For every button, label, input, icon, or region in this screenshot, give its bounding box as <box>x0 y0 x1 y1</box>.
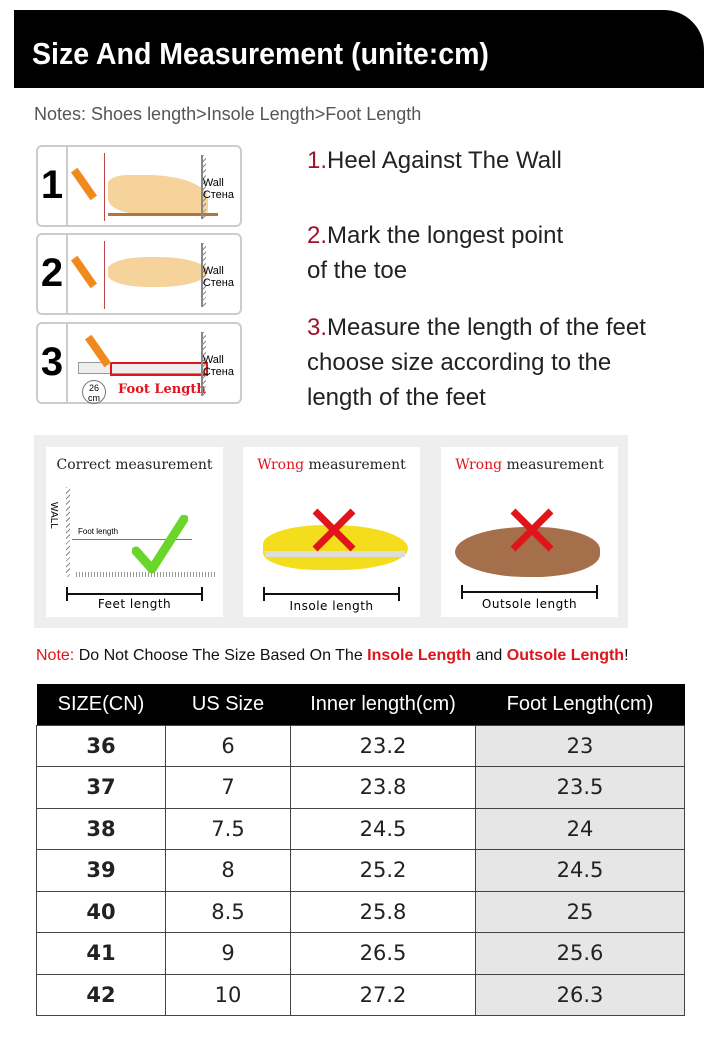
table-cell: 42 <box>36 973 166 1016</box>
table-cell: 9 <box>165 932 291 975</box>
table-row: 41 9 26.5 25.6 <box>36 932 685 975</box>
wall-label: Wall Стена <box>202 265 234 289</box>
table-cell: 25 <box>475 890 685 933</box>
correct-measurement-card: Correct measurement WALL Foot length Fee… <box>46 447 223 617</box>
table-cell: 10 <box>165 973 291 1016</box>
table-header: SIZE(CN) US Size Inner length(cm) Foot L… <box>36 684 685 725</box>
floor <box>108 213 218 216</box>
instruction-1: 1.Heel Against The Wall <box>307 147 562 174</box>
foot-length-label: Foot Length <box>118 382 206 397</box>
wall-hatch <box>201 243 206 307</box>
size-warning-note: Note: Do Not Choose The Size Based On Th… <box>36 647 629 664</box>
wall-hatch <box>201 332 206 396</box>
table-cell: 7.5 <box>165 807 291 850</box>
column-header: Inner length(cm) <box>290 684 476 725</box>
foot-length-arrow <box>72 539 192 540</box>
table-cell: 23.2 <box>290 724 476 767</box>
table-row: 40 8.5 25.8 25 <box>36 890 685 933</box>
wall-hatch <box>66 487 70 577</box>
table-row: 42 10 27.2 26.3 <box>36 973 685 1016</box>
mark-line <box>104 153 105 221</box>
table-cell: 26.3 <box>475 973 685 1016</box>
step-2-illustration: 2 Wall Стена <box>36 233 242 315</box>
wall-label: Wall Стена <box>202 354 234 378</box>
instruction-3: 3.Measure the length of the feet choose s… <box>307 314 646 411</box>
page-title: Size And Measurement (unite:cm) <box>14 10 704 88</box>
table-row: 39 8 25.2 24.5 <box>36 849 685 892</box>
checkmark-icon <box>132 515 188 574</box>
mark-line <box>104 241 105 309</box>
pencil-icon <box>70 167 98 201</box>
table-cell: 23.8 <box>290 766 476 809</box>
table-cell: 37 <box>36 766 166 809</box>
cross-icon <box>312 508 356 552</box>
column-header: Foot Length(cm) <box>475 684 685 725</box>
wrong-outsole-card: Wrong measurement Outsole length <box>441 447 618 617</box>
table-cell: 26.5 <box>290 932 476 975</box>
table-cell: 24.5 <box>475 849 685 892</box>
wall-hatch <box>201 155 206 219</box>
step-1-illustration: 1 Wall Стена <box>36 145 242 227</box>
table-cell: 24 <box>475 807 685 850</box>
column-header: US Size <box>165 684 291 725</box>
table-row: 37 7 23.8 23.5 <box>36 766 685 809</box>
wall-label: WALL <box>48 502 59 529</box>
wall-label: Wall Стена <box>202 177 234 201</box>
foot-top-image <box>108 257 208 287</box>
floor <box>76 572 216 577</box>
column-header: SIZE(CN) <box>36 684 166 725</box>
table-cell: 8 <box>165 849 291 892</box>
table-cell: 7 <box>165 766 291 809</box>
step-3-illustration: 3 26 cm Foot Length Wall Стена <box>36 322 242 404</box>
table-cell: 23 <box>475 724 685 767</box>
table-row: 38 7.5 24.5 24 <box>36 807 685 850</box>
foot-length-inner-label: Foot length <box>78 527 119 536</box>
foot-side-image <box>108 175 208 215</box>
notes: Notes: Shoes length>Insole Length>Foot L… <box>34 104 422 124</box>
wrong-insole-card: Wrong measurement Insole length <box>243 447 420 617</box>
measurement-comparison: Correct measurement WALL Foot length Fee… <box>34 435 628 628</box>
step-number: 1 <box>38 147 68 225</box>
table-cell: 39 <box>36 849 166 892</box>
size-table: SIZE(CN) US Size Inner length(cm) Foot L… <box>36 684 685 1016</box>
table-cell: 25.2 <box>290 849 476 892</box>
size-badge: 26 cm <box>82 380 106 404</box>
table-cell: 25.6 <box>475 932 685 975</box>
instruction-2: 2.Mark the longest point of the toe <box>307 222 564 284</box>
tape-measure <box>265 551 405 557</box>
table-cell: 8.5 <box>165 890 291 933</box>
step-number: 2 <box>38 235 68 313</box>
table-cell: 38 <box>36 807 166 850</box>
table-cell: 24.5 <box>290 807 476 850</box>
foot-length-box <box>110 362 208 376</box>
table-cell: 6 <box>165 724 291 767</box>
table-cell: 36 <box>36 724 166 767</box>
step-number: 3 <box>38 324 68 402</box>
table-cell: 41 <box>36 932 166 975</box>
table-cell: 25.8 <box>290 890 476 933</box>
table-cell: 27.2 <box>290 973 476 1016</box>
table-cell: 40 <box>36 890 166 933</box>
table-cell: 23.5 <box>475 766 685 809</box>
pencil-icon <box>70 255 98 289</box>
table-row: 36 6 23.2 23 <box>36 724 685 767</box>
cross-icon <box>510 508 554 552</box>
